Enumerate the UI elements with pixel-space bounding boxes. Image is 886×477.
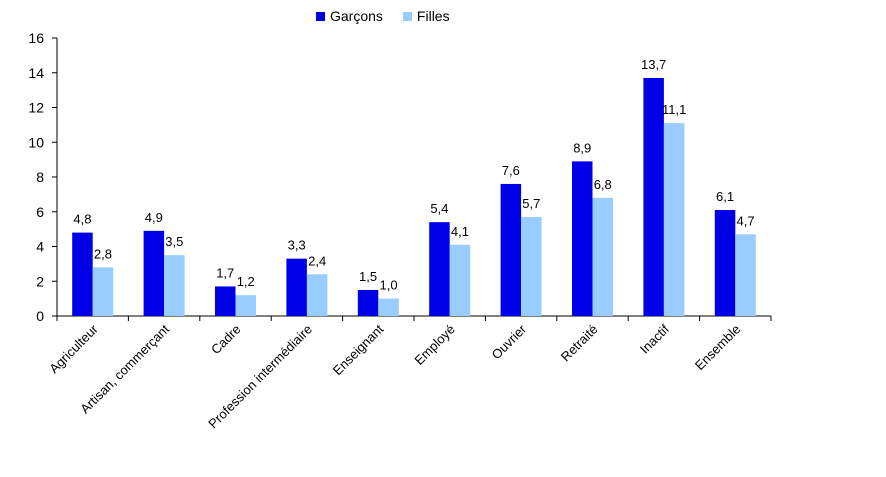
x-category-label: Employé xyxy=(411,322,457,368)
y-tick-label: 16 xyxy=(28,30,44,46)
x-category-label: Ensemble xyxy=(692,322,743,373)
x-category-label: Ouvrier xyxy=(488,321,529,362)
bar-garcons xyxy=(714,210,736,316)
data-label: 1,0 xyxy=(380,278,398,293)
data-label: 5,4 xyxy=(430,201,448,216)
y-tick-label: 10 xyxy=(28,134,44,150)
data-label: 13,7 xyxy=(641,57,666,72)
legend: Garçons Filles xyxy=(316,8,470,24)
bar-garcons xyxy=(357,289,379,316)
legend-swatch-garcons xyxy=(316,11,325,21)
bar-filles xyxy=(735,234,756,316)
data-label: 4,7 xyxy=(737,213,755,228)
data-label: 1,5 xyxy=(359,269,377,284)
data-label: 2,4 xyxy=(308,253,326,268)
bar-filles xyxy=(235,295,256,316)
y-tick-label: 6 xyxy=(36,204,44,220)
x-category-label: Enseignant xyxy=(330,321,387,378)
data-label: 4,9 xyxy=(145,210,163,225)
bar-filles xyxy=(92,267,114,316)
data-label: 1,7 xyxy=(216,265,234,280)
y-tick-label: 0 xyxy=(36,308,44,324)
data-label: 8,9 xyxy=(573,140,591,155)
bar-filles xyxy=(663,123,685,316)
bar-garcons xyxy=(72,232,93,316)
bar-garcons xyxy=(143,230,165,316)
data-label: 6,1 xyxy=(716,189,734,204)
data-label: 4,1 xyxy=(451,224,469,239)
bar-filles xyxy=(378,298,399,316)
bar-garcons xyxy=(572,161,593,316)
data-label: 4,8 xyxy=(73,212,91,227)
bar-filles xyxy=(449,244,471,316)
y-tick-label: 14 xyxy=(28,65,44,81)
bar-garcons xyxy=(429,222,450,316)
bar-garcons xyxy=(500,183,522,316)
data-label: 5,7 xyxy=(522,196,540,211)
data-label: 7,6 xyxy=(502,163,520,178)
data-label: 3,5 xyxy=(165,234,183,249)
data-label: 6,8 xyxy=(594,177,612,192)
bar-garcons xyxy=(286,258,307,316)
data-label: 11,1 xyxy=(662,102,686,117)
y-tick-label: 8 xyxy=(36,169,44,185)
y-tick-label: 12 xyxy=(28,100,44,116)
data-label: 1,2 xyxy=(237,274,255,289)
bar-garcons xyxy=(643,77,664,317)
y-tick-label: 2 xyxy=(36,273,44,289)
x-category-label: Inactif xyxy=(637,321,672,356)
legend-label-garcons: Garçons xyxy=(330,8,383,24)
bar-filles xyxy=(164,255,185,316)
bar-filles xyxy=(306,274,328,316)
x-category-label: Cadre xyxy=(208,322,244,358)
legend-swatch-filles xyxy=(402,11,412,21)
bar-garcons xyxy=(215,286,236,316)
data-label: 3,3 xyxy=(288,238,306,253)
data-label: 2,8 xyxy=(94,246,112,261)
legend-item-filles: Filles xyxy=(402,8,450,24)
y-tick-label: 4 xyxy=(36,239,44,255)
x-category-label: Retraité xyxy=(558,322,601,365)
bar-filles xyxy=(521,216,542,316)
x-category-label: Agriculteur xyxy=(46,321,101,376)
bar-filles xyxy=(592,197,613,316)
legend-label-filles: Filles xyxy=(416,8,450,24)
legend-item-garcons: Garçons xyxy=(316,8,383,24)
